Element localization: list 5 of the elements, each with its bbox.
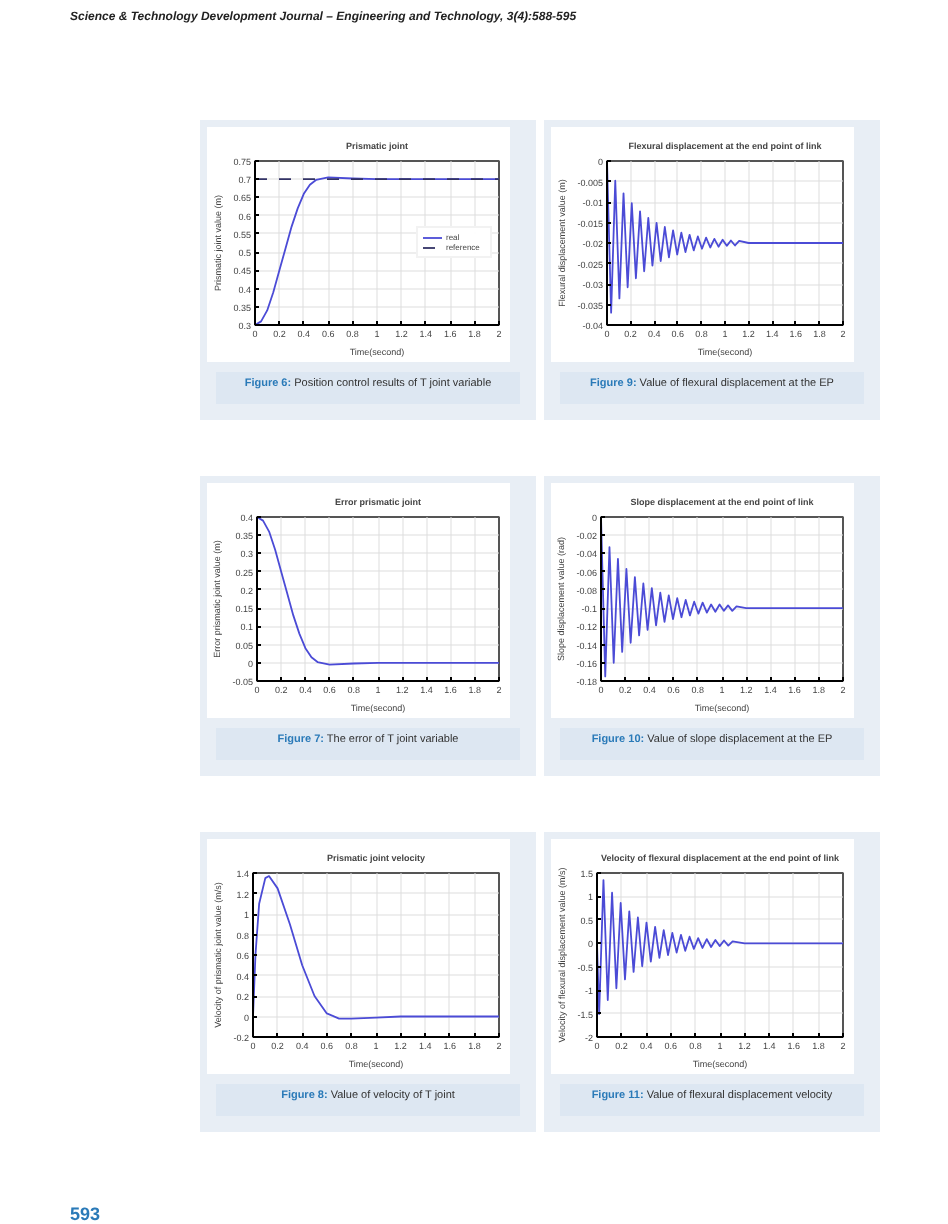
line-series: [601, 517, 843, 678]
text: 593: [70, 1202, 101, 1224]
line-series: [257, 517, 499, 666]
line-series: [597, 879, 843, 1015]
line-series: [253, 875, 499, 1020]
